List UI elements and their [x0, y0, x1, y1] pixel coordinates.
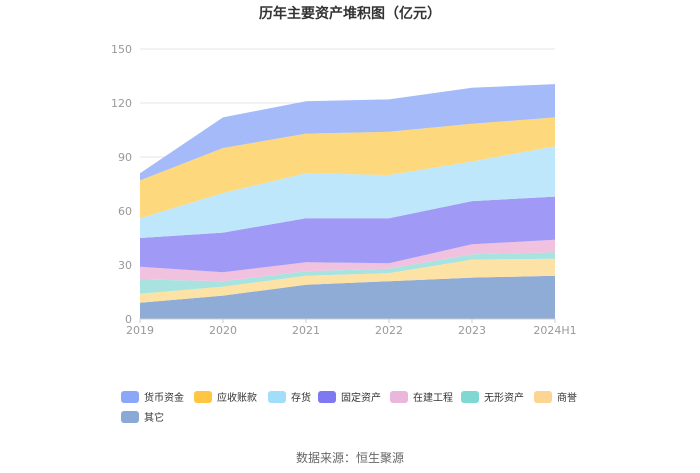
- legend-swatch: [121, 411, 139, 423]
- legend-item[interactable]: 商誉: [534, 391, 577, 404]
- legend-swatch: [461, 391, 479, 403]
- area-2: [140, 258, 555, 303]
- x-tick-label: 2020: [209, 324, 237, 337]
- legend-label: 固定资产: [341, 391, 381, 404]
- y-tick-label: 30: [118, 259, 132, 272]
- area-5: [140, 196, 555, 273]
- legend-label: 存货: [291, 391, 311, 404]
- legend-label: 在建工程: [413, 391, 453, 404]
- x-axis: 2019 2020 2021 2022 2023 2024H1: [126, 318, 577, 337]
- y-axis: 0 30 60 90 120 150: [111, 43, 132, 326]
- x-tick-label: 2023: [458, 324, 486, 337]
- legend-swatch: [194, 391, 212, 403]
- legend-label: 商誉: [557, 391, 577, 404]
- area-6: [140, 146, 555, 238]
- legend-item[interactable]: 存货: [268, 391, 311, 404]
- area-7: [140, 117, 555, 219]
- area-series: [140, 84, 555, 319]
- legend-label: 其它: [144, 411, 164, 424]
- legend-swatch: [268, 391, 286, 403]
- x-tick-label: 2024H1: [533, 324, 576, 337]
- legend-item[interactable]: 无形资产: [461, 391, 524, 404]
- legend-item[interactable]: 固定资产: [318, 391, 381, 404]
- legend-item[interactable]: 在建工程: [390, 391, 453, 404]
- legend-swatch: [390, 391, 408, 403]
- legend-swatch: [121, 391, 139, 403]
- data-source: 数据来源：恒生聚源: [296, 450, 404, 465]
- legend-label: 应收账款: [217, 391, 257, 404]
- x-tick-label: 2019: [126, 324, 154, 337]
- legend-label: 货币资金: [144, 391, 184, 404]
- y-tick-label: 0: [125, 313, 132, 326]
- area-3: [140, 252, 555, 294]
- legend-item[interactable]: 货币资金: [121, 391, 184, 404]
- x-tick-label: 2022: [375, 324, 403, 337]
- area-4: [140, 239, 555, 282]
- y-tick-label: 120: [111, 97, 132, 110]
- legend-swatch: [318, 391, 336, 403]
- y-tick-label: 90: [118, 151, 132, 164]
- legend-item[interactable]: 其它: [121, 411, 164, 424]
- y-tick-label: 60: [118, 205, 132, 218]
- x-tick-label: 2021: [292, 324, 320, 337]
- legend-label: 无形资产: [484, 391, 524, 404]
- area-1: [140, 275, 555, 319]
- legend-swatch: [534, 391, 552, 403]
- legend-item[interactable]: 应收账款: [194, 391, 257, 404]
- chart-title: 历年主要资产堆积图（亿元）: [259, 5, 441, 22]
- area-8: [140, 84, 555, 181]
- y-tick-label: 150: [111, 43, 132, 56]
